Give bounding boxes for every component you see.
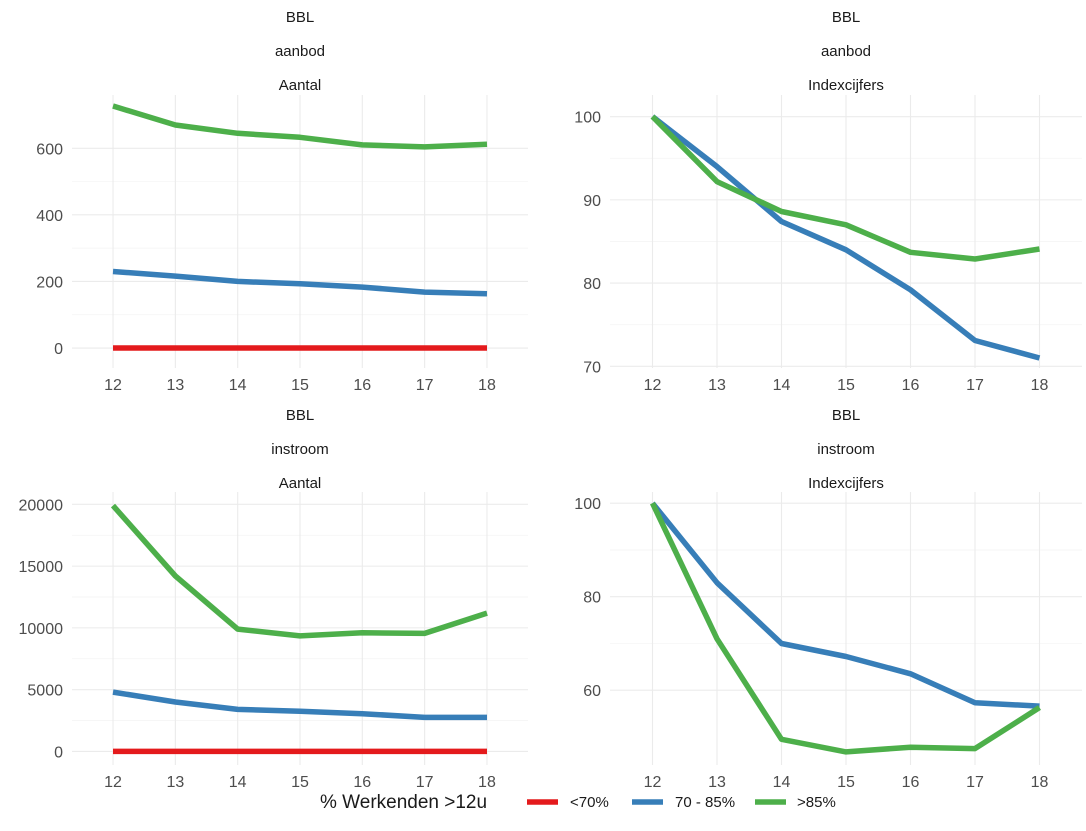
x-tick-label: 15 bbox=[837, 774, 855, 791]
y-tick-label: 60 bbox=[583, 683, 601, 700]
y-tick-label: 80 bbox=[583, 590, 601, 607]
x-tick-label: 13 bbox=[708, 774, 726, 791]
y-tick-label: 70 bbox=[583, 359, 601, 376]
legend-title: % Werkenden >12u bbox=[320, 792, 487, 813]
y-tick-label: 600 bbox=[36, 141, 63, 158]
facet-label: aanbod bbox=[821, 43, 871, 60]
y-tick-label: 90 bbox=[583, 193, 601, 210]
facet-label: BBL bbox=[286, 407, 314, 424]
legend: % Werkenden >12u <70% 70 - 85% >85% bbox=[320, 792, 836, 813]
x-tick-label: 18 bbox=[478, 774, 496, 791]
x-tick-label: 12 bbox=[644, 774, 662, 791]
facet-label: Indexcijfers bbox=[808, 77, 884, 94]
facet-label: BBL bbox=[286, 9, 314, 26]
x-tick-label: 18 bbox=[1031, 774, 1049, 791]
x-tick-label: 16 bbox=[902, 774, 920, 791]
series-line bbox=[650, 114, 1041, 361]
series-line bbox=[112, 103, 488, 150]
x-tick-label: 18 bbox=[478, 377, 496, 394]
x-tick-label: 13 bbox=[708, 377, 726, 394]
y-tick-label: 0 bbox=[54, 744, 63, 761]
series-line bbox=[650, 114, 1040, 262]
y-tick-label: 200 bbox=[36, 274, 63, 291]
x-tick-label: 17 bbox=[966, 377, 984, 394]
y-tick-label: 0 bbox=[54, 341, 63, 358]
series-line bbox=[650, 502, 1041, 755]
y-tick-label: 100 bbox=[574, 110, 601, 127]
facet-label: instroom bbox=[817, 441, 875, 458]
facet-label: instroom bbox=[271, 441, 329, 458]
x-tick-label: 15 bbox=[291, 377, 309, 394]
x-tick-label: 18 bbox=[1031, 377, 1049, 394]
facet-label: Indexcijfers bbox=[808, 475, 884, 492]
x-tick-label: 15 bbox=[837, 377, 855, 394]
facet-label: Aantal bbox=[279, 77, 322, 94]
x-tick-label: 13 bbox=[166, 774, 184, 791]
y-tick-label: 10000 bbox=[19, 621, 64, 638]
x-tick-label: 17 bbox=[966, 774, 984, 791]
y-tick-label: 5000 bbox=[27, 683, 63, 700]
y-tick-label: 15000 bbox=[19, 559, 64, 576]
x-tick-label: 12 bbox=[104, 377, 122, 394]
x-tick-label: 14 bbox=[229, 377, 247, 394]
legend-label-2: >85% bbox=[797, 794, 836, 811]
x-tick-label: 17 bbox=[416, 377, 434, 394]
facet-label: Aantal bbox=[279, 475, 322, 492]
series-line bbox=[110, 503, 488, 639]
y-tick-label: 20000 bbox=[19, 497, 64, 514]
x-tick-label: 14 bbox=[773, 774, 791, 791]
x-tick-label: 16 bbox=[353, 774, 371, 791]
x-tick-label: 14 bbox=[773, 377, 791, 394]
legend-label-1: 70 - 85% bbox=[675, 794, 735, 811]
series-line bbox=[650, 501, 1040, 709]
x-tick-label: 16 bbox=[902, 377, 920, 394]
x-tick-label: 17 bbox=[416, 774, 434, 791]
x-tick-label: 16 bbox=[353, 377, 371, 394]
x-tick-label: 15 bbox=[291, 774, 309, 791]
x-tick-label: 12 bbox=[104, 774, 122, 791]
facet-label: aanbod bbox=[275, 43, 325, 60]
y-tick-label: 80 bbox=[583, 276, 601, 293]
x-tick-label: 12 bbox=[644, 377, 662, 394]
x-tick-label: 14 bbox=[229, 774, 247, 791]
facet-label: BBL bbox=[832, 9, 860, 26]
series-line bbox=[112, 689, 487, 721]
panel-2: 0 5000 10000 15000 20000 12 13 14 15 16 17 18 BBL ins… bbox=[19, 407, 528, 791]
y-tick-label: 100 bbox=[574, 496, 601, 513]
panel-3: 60 80 100 12 13 14 15 16 17 18 BBL instroom Indexcij… bbox=[574, 407, 1082, 791]
facet-label: BBL bbox=[832, 407, 860, 424]
series-line bbox=[112, 268, 488, 297]
x-tick-label: 13 bbox=[166, 377, 184, 394]
legend-label-0: <70% bbox=[570, 794, 609, 811]
panel-0: 0 200 400 600 12 13 14 15 16 17 18 BBL aanbod Aantal bbox=[36, 9, 528, 394]
panel-1: 70 80 90 100 12 13 14 15 16 17 18 BBL aanbod Indexcij… bbox=[574, 9, 1082, 394]
y-tick-label: 400 bbox=[36, 208, 63, 225]
